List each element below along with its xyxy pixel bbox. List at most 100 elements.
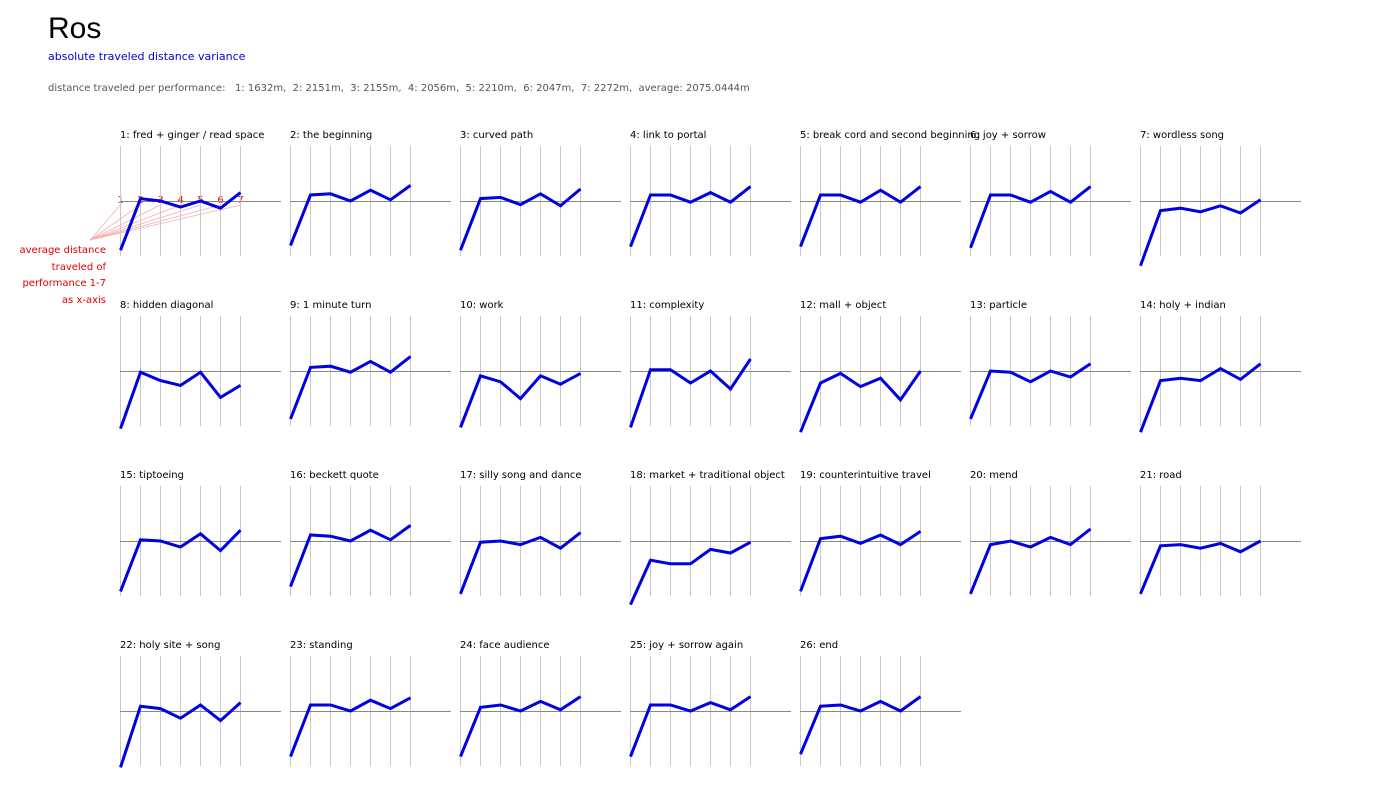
panel-title: 4: link to portal: [630, 130, 707, 141]
summary-label: distance traveled per performance:: [48, 83, 226, 94]
panel-title: 12: mall + object: [800, 300, 887, 311]
panel-title: 14: holy + indian: [1140, 300, 1226, 311]
chart-panel: 14: holy + indian: [1139, 300, 1310, 450]
summary-item: 3: 2155m,: [343, 83, 402, 94]
legend-caption: average distance traveled of performance 1…: [0, 243, 107, 309]
legend-guide-line: [89, 204, 181, 241]
panel-plot: [459, 146, 621, 256]
panel-title: 9: 1 minute turn: [290, 300, 372, 311]
summary-item: 4: 2056m,: [401, 83, 460, 94]
summary-item: 2: 2151m,: [286, 83, 344, 94]
summary-items: 1: 1632m, 2: 2151m, 3: 2155m, 4: 2056m, …: [229, 83, 750, 94]
chart-panel: 10: work: [459, 300, 630, 450]
panel-title: 3: curved path: [460, 130, 534, 141]
panel-title: 25: joy + sorrow again: [630, 640, 744, 651]
legend-guide-line: [89, 204, 241, 241]
legend-guide-line: [89, 204, 161, 241]
legend-line: as x-axis: [61, 294, 106, 306]
panel-plot: [969, 486, 1131, 596]
summary-item: average: 2075.0444m: [632, 83, 750, 94]
legend-guide-line: [89, 204, 221, 241]
panel-plot: [969, 146, 1131, 256]
panel-title: 10: work: [460, 300, 504, 311]
panel-plot: [1139, 146, 1301, 267]
summary-item: 5: 2210m,: [459, 83, 517, 94]
chart-panel: 4: link to portal: [629, 130, 800, 280]
panel-plot: [629, 146, 791, 256]
chart-panel: 2: the beginning: [289, 130, 460, 280]
panel-plot: [119, 316, 281, 430]
legend-line: traveled of: [51, 261, 106, 273]
panel-title: 6: joy + sorrow: [970, 130, 1046, 141]
chart-panel: 25: joy + sorrow again: [629, 640, 800, 790]
panel-plot: [1139, 316, 1301, 433]
legend-line: performance 1-7: [22, 278, 106, 289]
panel-title: 5: break cord and second beginning: [800, 130, 981, 141]
chart-panel: 15: tiptoeing: [119, 470, 290, 620]
panel-title: 7: wordless song: [1140, 130, 1225, 141]
summary-item: 7: 2272m,: [574, 83, 633, 94]
panel-plot: [629, 656, 791, 766]
panel-plot: [799, 486, 961, 596]
chart-panel: 1: fred + ginger / read space: [119, 130, 290, 280]
chart-panel: 6: joy + sorrow: [969, 130, 1140, 280]
panel-title: 18: market + traditional object: [630, 470, 785, 481]
panel-plot: [799, 146, 961, 256]
panel-title: 26: end: [800, 640, 839, 651]
panel-title: 1: fred + ginger / read space: [120, 130, 265, 141]
panel-plot: [799, 316, 961, 433]
panel-title: 15: tiptoeing: [120, 470, 184, 481]
panel-plot: [119, 656, 281, 768]
panel-plot: [119, 486, 281, 596]
chart-panel: 16: beckett quote: [289, 470, 460, 620]
chart-panel: 22: holy site + song: [119, 640, 290, 790]
chart-panel: 7: wordless song: [1139, 130, 1310, 280]
panel-title: 22: holy site + song: [120, 640, 221, 651]
panel-title: 23: standing: [290, 640, 353, 651]
legend-line: average distance: [19, 245, 107, 256]
panel-plot: [289, 656, 451, 766]
panel-title: 24: face audience: [460, 640, 550, 651]
legend-guide-line: [89, 204, 121, 241]
chart-panel: 8: hidden diagonal: [119, 300, 290, 450]
panel-plot: [459, 316, 621, 428]
panel-title: 11: complexity: [630, 300, 705, 311]
chart-panel: 19: counterintuitive travel: [799, 470, 970, 620]
panel-plot: [119, 146, 281, 256]
chart-panel: 18: market + traditional object: [629, 470, 800, 620]
panel-title: 16: beckett quote: [290, 470, 379, 481]
panel-plot: [629, 486, 791, 606]
chart-panel: 5: break cord and second beginning: [799, 130, 980, 280]
chart-panel: 9: 1 minute turn: [289, 300, 460, 450]
panel-title: 19: counterintuitive travel: [800, 470, 931, 481]
summary-item: 1: 1632m,: [228, 83, 287, 94]
chart-panel: 13: particle: [969, 300, 1140, 450]
legend-guide-line: [89, 204, 141, 241]
panel-plot: [289, 486, 451, 596]
chart-panel: 26: end: [799, 640, 970, 790]
panel-plot: [459, 656, 621, 766]
chart-panel: 17: silly song and dance: [459, 470, 630, 620]
page-subtitle: absolute traveled distance variance: [48, 50, 246, 63]
panel-plot: [1139, 486, 1301, 596]
panel-title: 13: particle: [970, 300, 1027, 311]
panel-title: 8: hidden diagonal: [120, 300, 214, 311]
chart-panel: 24: face audience: [459, 640, 630, 790]
panel-title: 2: the beginning: [290, 130, 373, 141]
distance-summary: distance traveled per performance: 1: 16…: [48, 83, 750, 94]
chart-panel: 12: mall + object: [799, 300, 970, 450]
panel-plot: [289, 316, 451, 426]
panel-title: 21: road: [1140, 470, 1182, 481]
chart-panel: 3: curved path: [459, 130, 630, 280]
chart-panel: 23: standing: [289, 640, 460, 790]
panel-plot: [799, 656, 961, 766]
chart-panel: 20: mend: [969, 470, 1140, 620]
panel-plot: [459, 486, 621, 596]
chart-panel: 21: road: [1139, 470, 1310, 620]
panel-plot: [629, 316, 791, 428]
panel-title: 17: silly song and dance: [460, 470, 582, 481]
legend-guide-line: [89, 204, 201, 241]
page-title: Ros: [48, 12, 102, 45]
chart-panel: 11: complexity: [629, 300, 800, 450]
panel-plot: [969, 316, 1131, 426]
